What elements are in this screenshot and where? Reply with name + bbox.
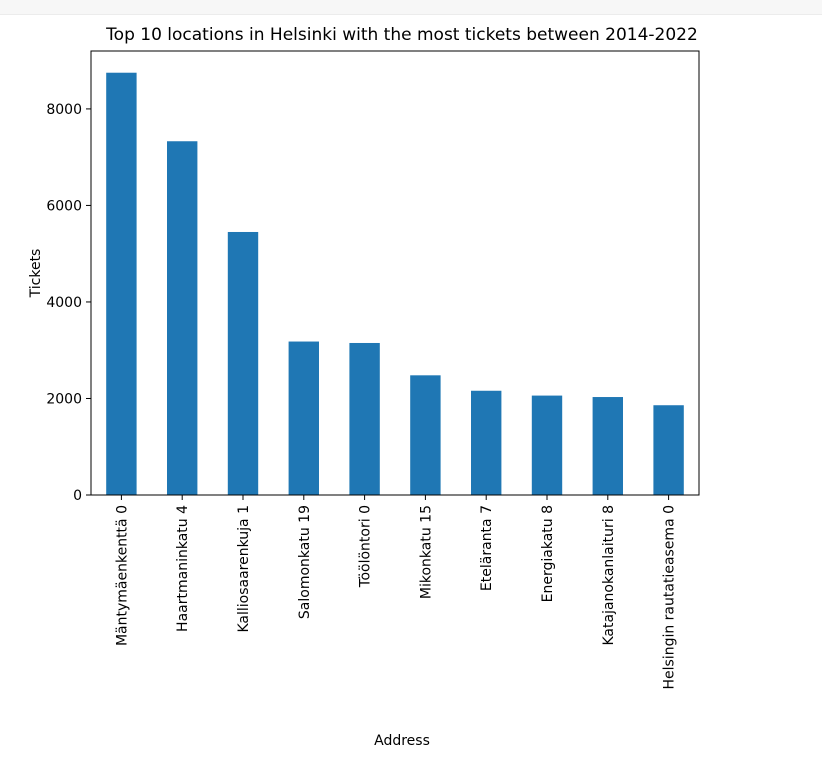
bar <box>410 375 441 495</box>
x-tick-label: Helsingin rautatieasema 0 <box>662 505 678 690</box>
x-tick-label: Kalliosaarenkuja 1 <box>236 505 252 633</box>
window-top-strip <box>0 0 822 15</box>
x-tick-label: Eteläranta 7 <box>479 505 495 591</box>
bar <box>349 342 380 495</box>
x-tick-label: Töölöntori 0 <box>358 505 374 588</box>
y-tick-label: 6000 <box>46 198 82 214</box>
x-tick-label: Mäntymäenkenttä 0 <box>114 505 130 646</box>
y-tick-label: 4000 <box>46 295 82 311</box>
bar <box>531 395 563 495</box>
plot-frame <box>90 50 700 496</box>
bar <box>471 390 502 495</box>
bars-group <box>106 72 684 495</box>
x-tick-label: Mikonkatu 15 <box>418 505 434 599</box>
y-tick-label: 0 <box>73 488 82 504</box>
bar <box>653 405 684 495</box>
chart-title: Top 10 locations in Helsinki with the mo… <box>105 25 698 45</box>
bar <box>167 141 198 495</box>
y-tick-label: 2000 <box>46 391 82 407</box>
y-tick-label: 8000 <box>46 102 82 118</box>
bar <box>106 72 137 495</box>
x-tick-label: Haartmaninkatu 4 <box>175 505 191 632</box>
y-axis: 0 2000 4000 6000 8000 <box>46 102 91 504</box>
x-axis: Mäntymäenkenttä 0 Haartmaninkatu 4 Kallios… <box>114 495 678 690</box>
y-axis-label: Tickets <box>28 249 44 299</box>
bar <box>227 231 259 495</box>
x-tick-label: Salomonkatu 19 <box>297 505 313 619</box>
bar <box>592 397 623 495</box>
bar <box>288 341 319 495</box>
x-tick-label: Katajanokanlaituri 8 <box>601 505 617 646</box>
x-axis-label: Address <box>374 733 430 749</box>
x-tick-label: Energiakatu 8 <box>540 505 556 602</box>
